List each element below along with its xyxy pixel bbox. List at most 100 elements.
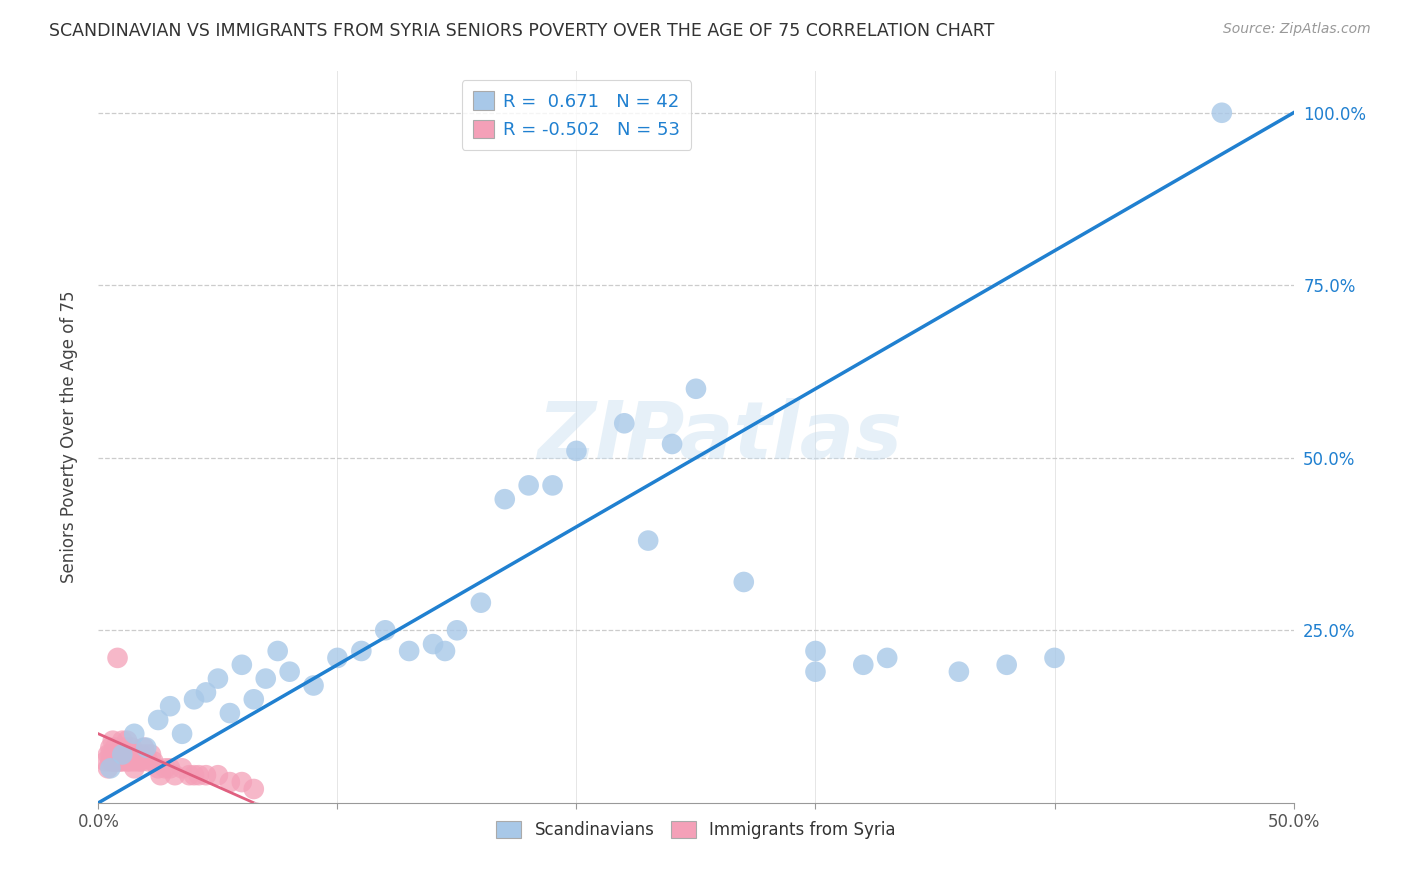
Point [159,699,181,714]
Point [139,747,162,762]
Point [733,574,755,589]
Point [494,492,516,507]
Point [104,747,127,762]
Point [97,761,120,775]
Point [374,624,396,638]
Point [207,768,229,782]
Point [685,382,707,396]
Point [219,775,242,789]
Point [183,692,205,706]
Point [108,747,131,762]
Point [115,733,138,747]
Text: ZIPatlas: ZIPatlas [537,398,903,476]
Point [101,755,124,769]
Point [637,533,659,548]
Point [159,761,181,775]
Point [804,644,827,658]
Point [148,713,170,727]
Point [118,747,141,762]
Point [422,637,444,651]
Text: SCANDINAVIAN VS IMMIGRANTS FROM SYRIA SENIORS POVERTY OVER THE AGE OF 75 CORRELA: SCANDINAVIAN VS IMMIGRANTS FROM SYRIA SE… [49,22,994,40]
Point [121,747,143,762]
Point [195,768,218,782]
Point [243,782,266,797]
Point [138,755,160,769]
Point [187,768,209,782]
Point [852,657,875,672]
Point [98,740,122,755]
Point [101,747,124,762]
Point [876,651,898,665]
Point [115,755,138,769]
Point [97,747,120,762]
Point [434,644,457,658]
Point [254,672,277,686]
Point [148,761,170,775]
Point [219,706,242,720]
Point [155,761,177,775]
Point [231,657,253,672]
Point [278,665,301,679]
Point [565,443,588,458]
Point [135,740,157,755]
Point [207,672,229,686]
Point [118,755,141,769]
Point [107,651,129,665]
Point [172,761,194,775]
Point [114,740,136,755]
Point [350,644,373,658]
Point [94,755,117,769]
Point [104,755,127,769]
Point [124,755,146,769]
Point [107,747,129,762]
Point [108,755,131,769]
Point [111,747,134,762]
Point [121,740,143,755]
Point [661,437,683,451]
Point [995,657,1018,672]
Point [111,733,134,747]
Point [125,747,148,762]
Point [302,678,325,692]
Legend: Scandinavians, Immigrants from Syria: Scandinavians, Immigrants from Syria [489,814,903,846]
Point [470,596,492,610]
Point [101,733,124,747]
Text: Source: ZipAtlas.com: Source: ZipAtlas.com [1223,22,1371,37]
Point [1043,651,1066,665]
Point [179,768,201,782]
Point [326,651,349,665]
Point [128,755,150,769]
Point [172,727,194,741]
Point [107,755,129,769]
Point [446,624,468,638]
Point [111,755,134,769]
Point [517,478,540,492]
Point [613,417,636,431]
Point [243,692,266,706]
Point [124,727,146,741]
Point [98,755,122,769]
Point [111,747,134,762]
Point [104,740,127,755]
Point [231,775,253,789]
Point [98,761,122,775]
Point [124,761,146,775]
Point [98,747,122,762]
Point [131,747,153,762]
Point [132,740,155,755]
Point [267,644,290,658]
Point [1211,105,1233,120]
Point [541,478,564,492]
Point [114,747,136,762]
Point [948,665,970,679]
Point [195,685,218,699]
Point [398,644,420,658]
Point [804,665,827,679]
Point [135,747,157,762]
Point [163,768,186,782]
Y-axis label: Seniors Poverty Over the Age of 75: Seniors Poverty Over the Age of 75 [59,291,77,583]
Point [131,755,153,769]
Point [142,755,165,769]
Point [149,768,172,782]
Point [183,768,205,782]
